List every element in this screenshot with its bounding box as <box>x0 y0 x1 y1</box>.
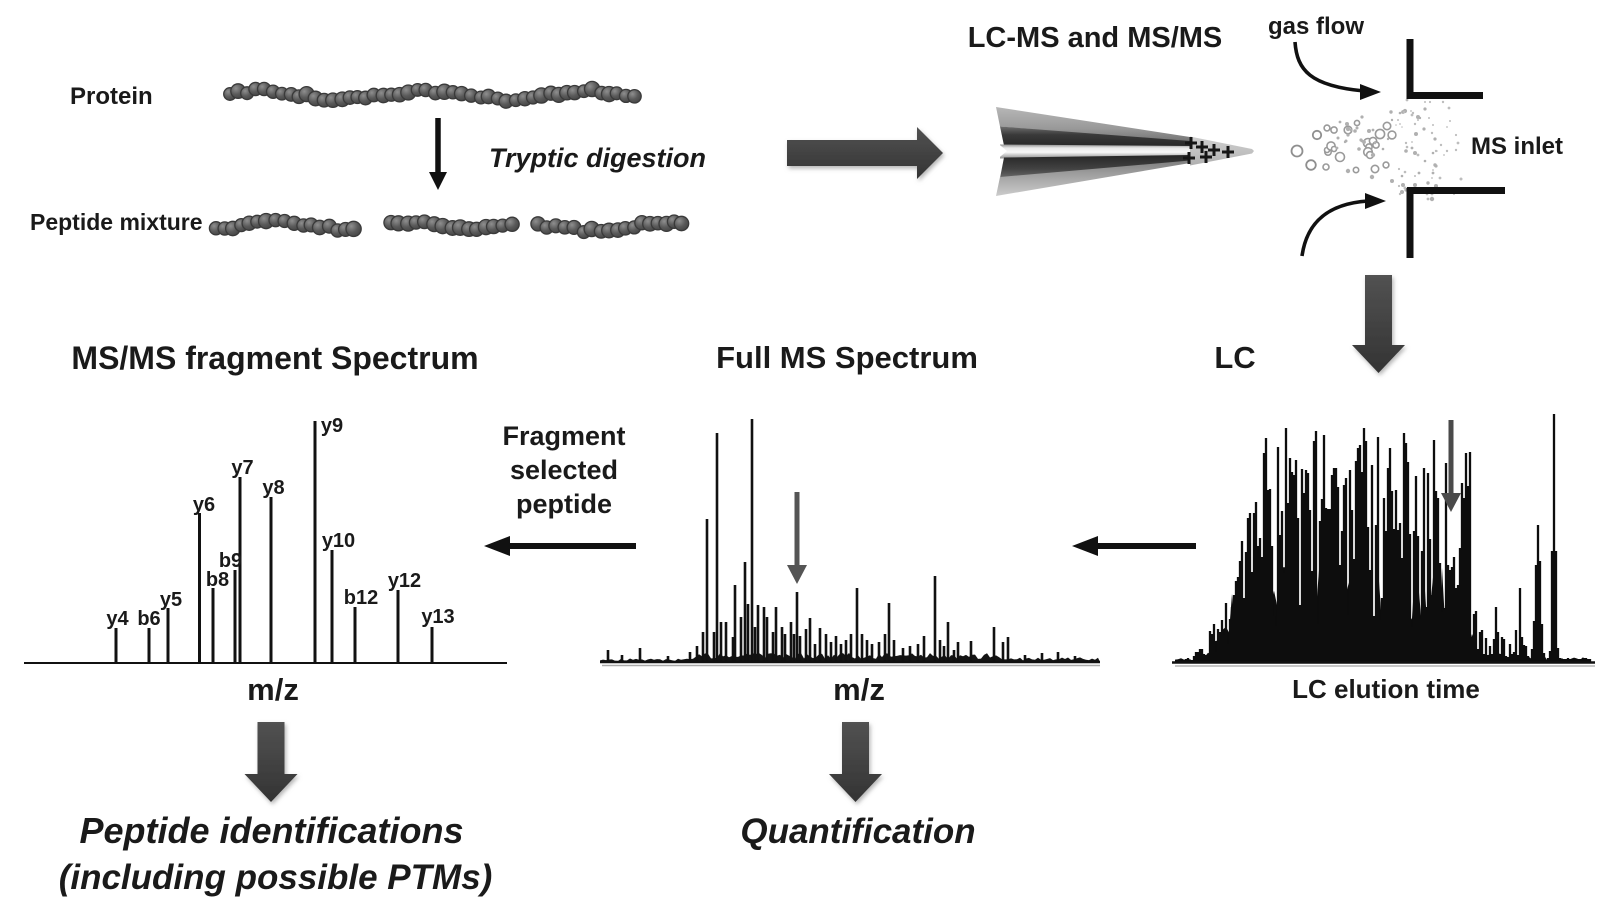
svg-text:b8: b8 <box>206 569 229 591</box>
svg-text:MS inlet: MS inlet <box>1471 133 1563 160</box>
svg-text:selected: selected <box>510 455 618 485</box>
svg-text:y12: y12 <box>388 570 421 592</box>
svg-text:y6: y6 <box>193 494 215 516</box>
svg-text:LC-MS and MS/MS: LC-MS and MS/MS <box>968 22 1223 54</box>
svg-text:(including possible PTMs): (including possible PTMs) <box>59 858 493 897</box>
svg-text:Fragment: Fragment <box>502 421 625 451</box>
svg-text:y13: y13 <box>421 606 454 628</box>
svg-text:Peptide mixture: Peptide mixture <box>30 209 203 235</box>
svg-text:y4: y4 <box>106 608 129 630</box>
svg-text:b6: b6 <box>137 608 160 630</box>
svg-text:y8: y8 <box>262 477 284 499</box>
svg-text:Protein: Protein <box>70 83 153 110</box>
svg-text:m/z: m/z <box>833 672 885 707</box>
svg-text:Full MS Spectrum: Full MS Spectrum <box>716 340 978 375</box>
svg-text:m/z: m/z <box>247 672 299 707</box>
svg-text:LC: LC <box>1214 340 1255 375</box>
svg-text:y10: y10 <box>322 530 355 552</box>
svg-text:b9: b9 <box>219 550 242 572</box>
svg-text:y5: y5 <box>160 589 182 611</box>
svg-text:LC elution time: LC elution time <box>1292 674 1480 704</box>
svg-text:b12: b12 <box>344 587 378 609</box>
svg-text:y7: y7 <box>231 457 253 479</box>
svg-text:Peptide identifications: Peptide identifications <box>79 810 463 851</box>
svg-text:peptide: peptide <box>516 489 612 519</box>
svg-text:Tryptic digestion: Tryptic digestion <box>489 143 706 173</box>
svg-text:gas flow: gas flow <box>1268 13 1364 40</box>
svg-text:MS/MS fragment Spectrum: MS/MS fragment Spectrum <box>71 340 478 376</box>
svg-text:y9: y9 <box>321 415 343 437</box>
svg-text:Quantification: Quantification <box>740 812 975 851</box>
